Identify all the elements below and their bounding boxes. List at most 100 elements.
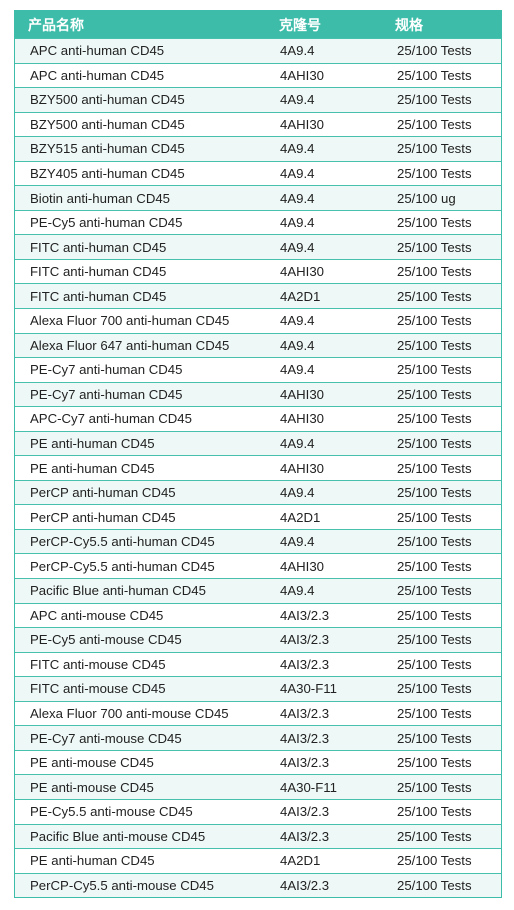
clone-cell: 4A2D1 — [280, 288, 321, 304]
clone-cell: 4A2D1 — [280, 853, 321, 869]
clone-cell: 4AHI30 — [280, 67, 324, 83]
clone-cell: 4A9.4 — [280, 215, 315, 231]
spec-cell: 25/100 Tests — [397, 828, 472, 844]
table-row: PE anti-human CD45 4AHI30 25/100 Tests — [15, 455, 501, 480]
spec-cell: 25/100 Tests — [397, 116, 472, 132]
table-row: BZY515 anti-human CD45 4A9.4 25/100 Tests — [15, 136, 501, 161]
product-name-cell: PE-Cy7 anti-human CD45 — [30, 362, 183, 378]
spec-cell: 25/100 Tests — [397, 607, 472, 623]
product-name-cell: Biotin anti-human CD45 — [30, 190, 171, 206]
spec-cell: 25/100 Tests — [397, 337, 472, 353]
table-row: FITC anti-mouse CD45 4A30-F11 25/100 Tests — [15, 676, 501, 701]
product-name-cell: PerCP-Cy5.5 anti-human CD45 — [30, 534, 215, 550]
product-name-cell: BZY500 anti-human CD45 — [30, 116, 185, 132]
table-body: APC anti-human CD45 4A9.4 25/100 Tests APC … — [15, 38, 501, 898]
spec-cell: 25/100 Tests — [397, 730, 472, 746]
table-row: FITC anti-human CD45 4A9.4 25/100 Tests — [15, 234, 501, 259]
clone-cell: 4A9.4 — [280, 239, 315, 255]
header-clone: 克隆号 — [279, 17, 321, 34]
product-name-cell: PE-Cy7 anti-mouse CD45 — [30, 730, 182, 746]
header-product-name: 产品名称 — [28, 17, 84, 34]
table-row: Alexa Fluor 700 anti-mouse CD45 4AI3/2.3 2… — [15, 700, 501, 726]
table-row: APC anti-mouse CD45 4AI3/2.3 25/100 Tests — [15, 602, 501, 628]
spec-cell: 25/100 Tests — [397, 141, 472, 157]
clone-cell: 4A9.4 — [280, 362, 315, 378]
clone-cell: 4A9.4 — [280, 43, 315, 59]
product-name-cell: FITC anti-mouse CD45 — [30, 656, 166, 672]
table-row: Alexa Fluor 700 anti-human CD45 4A9.4 25/1… — [15, 308, 501, 333]
spec-cell: 25/100 Tests — [397, 264, 472, 280]
clone-cell: 4AI3/2.3 — [280, 804, 330, 820]
product-name-cell: Pacific Blue anti-human CD45 — [30, 583, 206, 599]
clone-cell: 4AI3/2.3 — [280, 755, 330, 771]
table-row: Alexa Fluor 647 anti-human CD45 4A9.4 25/1… — [15, 332, 501, 358]
clone-cell: 4AI3/2.3 — [280, 877, 330, 893]
spec-cell: 25/100 Tests — [397, 313, 472, 329]
clone-cell: 4A9.4 — [280, 337, 315, 353]
product-name-cell: PerCP anti-human CD45 — [30, 509, 176, 525]
clone-cell: 4A9.4 — [280, 485, 315, 501]
clone-cell: 4A30-F11 — [280, 681, 337, 697]
spec-cell: 25/100 Tests — [397, 509, 472, 525]
spec-cell: 25/100 Tests — [397, 288, 472, 304]
spec-cell: 25/100 Tests — [397, 485, 472, 501]
spec-cell: 25/100 Tests — [397, 755, 472, 771]
clone-cell: 4A9.4 — [280, 583, 315, 599]
product-name-cell: APC anti-human CD45 — [30, 43, 165, 59]
clone-cell: 4AI3/2.3 — [280, 656, 330, 672]
spec-cell: 25/100 Tests — [397, 632, 472, 648]
product-name-cell: Alexa Fluor 700 anti-human CD45 — [30, 313, 230, 329]
spec-cell: 25/100 Tests — [397, 43, 472, 59]
product-name-cell: BZY405 anti-human CD45 — [30, 166, 185, 181]
clone-cell: 4AHI30 — [280, 264, 324, 280]
product-name-cell: FITC anti-human CD45 — [30, 264, 167, 280]
product-table: 产品名称 克隆号 规格 APC anti-human CD45 4A9.4 25/1… — [14, 10, 502, 899]
table-row: PerCP-Cy5.5 anti-mouse CD45 4AI3/2.3 25/10… — [15, 872, 501, 898]
spec-cell: 25/100 Tests — [397, 877, 472, 893]
spec-cell: 25/100 Tests — [397, 534, 472, 550]
spec-cell: 25/100 Tests — [397, 656, 472, 672]
product-name-cell: APC anti-mouse CD45 — [30, 607, 164, 623]
product-name-cell: Alexa Fluor 647 anti-human CD45 — [30, 337, 230, 353]
spec-cell: 25/100 Tests — [397, 92, 472, 108]
product-name-cell: PE-Cy5.5 anti-mouse CD45 — [30, 804, 193, 820]
spec-cell: 25/100 Tests — [397, 436, 472, 452]
product-name-cell: Alexa Fluor 700 anti-mouse CD45 — [30, 706, 229, 722]
table-row: PerCP-Cy5.5 anti-human CD45 4AHI30 25/100 … — [15, 553, 501, 579]
spec-cell: 25/100 Tests — [397, 681, 472, 697]
table-row: PE anti-mouse CD45 4A30-F11 25/100 Tests — [15, 774, 501, 799]
table-row: BZY500 anti-human CD45 4AHI30 25/100 Tests — [15, 111, 501, 137]
clone-cell: 4A9.4 — [280, 313, 315, 329]
spec-cell: 25/100 Tests — [397, 558, 472, 574]
product-name-cell: FITC anti-mouse CD45 — [30, 681, 166, 697]
table-row: PE anti-human CD45 4A9.4 25/100 Tests — [15, 430, 501, 456]
product-name-cell: PE-Cy7 anti-human CD45 — [30, 386, 183, 402]
clone-cell: 4AHI30 — [280, 386, 324, 402]
clone-cell: 4AI3/2.3 — [280, 607, 330, 623]
table-row: APC anti-human CD45 4AHI30 25/100 Tests — [15, 62, 501, 88]
table-row: PE-Cy7 anti-human CD45 4A9.4 25/100 Tests — [15, 357, 501, 382]
clone-cell: 4A9.4 — [280, 166, 315, 181]
table-row: FITC anti-mouse CD45 4AI3/2.3 25/100 Tests — [15, 651, 501, 677]
spec-cell: 25/100 Tests — [397, 166, 472, 181]
clone-cell: 4A9.4 — [280, 534, 315, 550]
product-name-cell: FITC anti-human CD45 — [30, 239, 167, 255]
table-row: PE anti-mouse CD45 4AI3/2.3 25/100 Tests — [15, 749, 501, 775]
table-row: PE-Cy5.5 anti-mouse CD45 4AI3/2.3 25/100 T… — [15, 798, 501, 824]
product-name-cell: PE anti-human CD45 — [30, 436, 155, 452]
product-name-cell: PE anti-mouse CD45 — [30, 779, 154, 795]
product-name-cell: FITC anti-human CD45 — [30, 288, 167, 304]
table-row: FITC anti-human CD45 4A2D1 25/100 Tests — [15, 283, 501, 309]
product-name-cell: APC anti-human CD45 — [30, 67, 165, 83]
product-name-cell: PerCP-Cy5.5 anti-human CD45 — [30, 558, 215, 574]
clone-cell: 4A2D1 — [280, 509, 321, 525]
clone-cell: 4AHI30 — [280, 558, 324, 574]
spec-cell: 25/100 Tests — [397, 583, 472, 599]
table-row: PE anti-human CD45 4A2D1 25/100 Tests — [15, 848, 501, 873]
clone-cell: 4A9.4 — [280, 92, 315, 108]
spec-cell: 25/100 Tests — [397, 853, 472, 869]
product-name-cell: PE anti-human CD45 — [30, 460, 155, 476]
product-name-cell: Pacific Blue anti-mouse CD45 — [30, 828, 206, 844]
table-row: Pacific Blue anti-mouse CD45 4AI3/2.3 25/1… — [15, 823, 501, 849]
table-row: PE-Cy5 anti-mouse CD45 4AI3/2.3 25/100 Tes… — [15, 627, 501, 652]
